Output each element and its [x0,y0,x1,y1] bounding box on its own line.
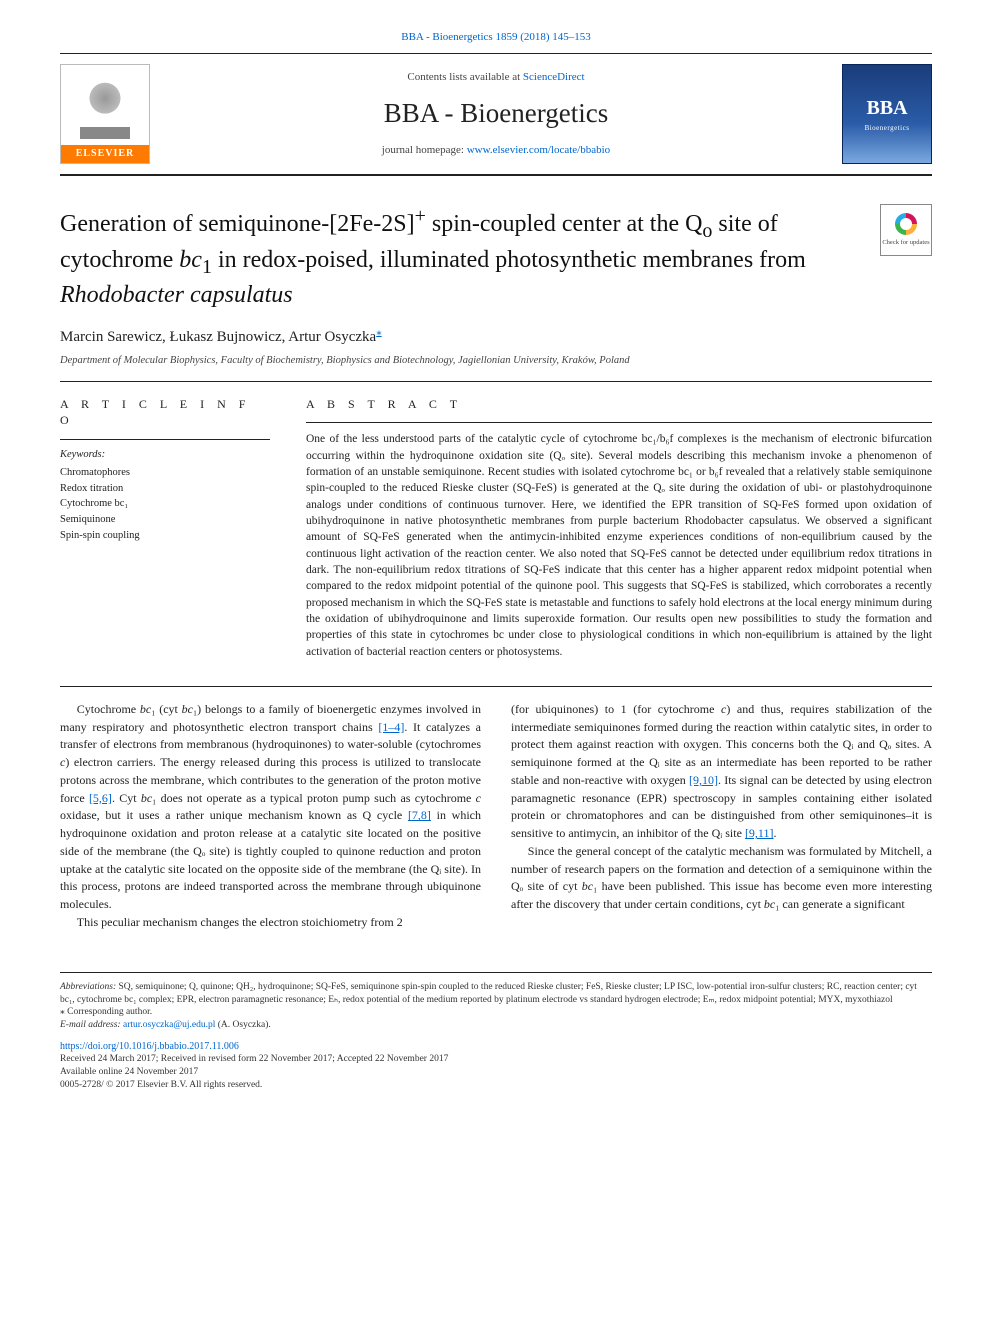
affiliation: Department of Molecular Biophysics, Facu… [60,354,932,369]
t: ₁ can generate a significant [775,897,904,911]
keyword-1: Redox titration [60,481,270,497]
contents-prefix: Contents lists available at [407,71,522,83]
keyword-0: Chromatophores [60,465,270,481]
t: in which hydroquinone oxidation and prot… [60,808,481,911]
title-sub1: o [702,220,712,242]
check-updates-badge[interactable]: Check for updates [880,204,932,256]
divider-mid [60,686,932,687]
info-row: A R T I C L E I N F O Keywords: Chromato… [60,396,932,660]
copyright: 0005-2728/ © 2017 Elsevier B.V. All righ… [60,1079,932,1092]
author-1: Marcin Sarewicz [60,329,162,345]
homepage-prefix: journal homepage: [382,144,467,156]
t: . Cyt [112,791,141,805]
email-suffix: (A. Osyczka). [215,1020,270,1030]
title-p2: spin-coupled center at the Q [426,211,703,237]
t: ₁ does not operate as a typical proton p… [152,791,476,805]
corresponding-note: ⁎ Corresponding author. [60,1006,932,1019]
body-p1: Cytochrome bc₁ (cyt bc₁) belongs to a fa… [60,701,481,914]
journal-reference: BBA - Bioenergetics 1859 (2018) 145–153 [60,30,932,45]
author-2: Łukasz Bujnowicz [170,329,282,345]
bba-label: BBA [866,94,907,122]
crossmark-icon [895,213,917,235]
t: c [476,791,481,805]
doi-link[interactable]: https://doi.org/10.1016/j.bbabio.2017.11… [60,1040,932,1054]
elsevier-logo: ELSEVIER [60,64,150,164]
title-p4: in redox-poised, illuminated photosynthe… [212,247,806,273]
article-title: Generation of semiquinone-[2Fe-2S]+ spin… [60,204,868,311]
header-band: ELSEVIER Contents lists available at Sci… [60,53,932,176]
footnotes: Abbreviations: SQ, semiquinone; Q, quino… [60,972,932,1092]
abstract-head: A B S T R A C T [306,396,932,413]
corresponding-mark[interactable]: ⁎ [376,326,382,338]
abbrev-text: SQ, semiquinone; Q, quinone; QH₂, hydroq… [60,982,917,1005]
email-line: E-mail address: artur.osyczka@uj.edu.pl … [60,1019,932,1032]
available-date: Available online 24 November 2017 [60,1066,932,1079]
body-columns: Cytochrome bc₁ (cyt bc₁) belongs to a fa… [60,701,932,932]
homepage-link[interactable]: www.elsevier.com/locate/bbabio [467,144,610,156]
homepage-line: journal homepage: www.elsevier.com/locat… [150,143,842,158]
info-divider [60,439,270,440]
title-row: Generation of semiquinone-[2Fe-2S]+ spin… [60,204,932,311]
abstract-col: A B S T R A C T One of the less understo… [306,396,932,660]
cite-7-8[interactable]: [7,8] [408,808,431,822]
body-p3: (for ubiquinones) to 1 (for cytochrome c… [511,701,932,843]
bba-cover-logo: BBA Bioenergetics [842,64,932,164]
title-p1: Generation of semiquinone-[2Fe-2S] [60,211,415,237]
cite-5-6[interactable]: [5,6] [89,791,112,805]
body-p4: Since the general concept of the catalyt… [511,843,932,914]
title-sup: + [415,205,426,227]
email-label: E-mail address: [60,1020,123,1030]
t: . [773,826,776,840]
t: bc [141,791,152,805]
journal-name: BBA - Bioenergetics [150,95,842,133]
abstract-divider [306,422,932,423]
divider-top [60,381,932,382]
keyword-2: Cytochrome bc₁ [60,496,270,512]
header-center: Contents lists available at ScienceDirec… [150,70,842,159]
authors: Marcin Sarewicz, Łukasz Bujnowicz, Artur… [60,325,932,348]
t: bc [182,702,193,716]
sciencedirect-link[interactable]: ScienceDirect [523,71,585,83]
title-ital1: bc [179,247,202,273]
keyword-3: Semiquinone [60,512,270,528]
email-link[interactable]: artur.osyczka@uj.edu.pl [123,1020,215,1030]
article-info-col: A R T I C L E I N F O Keywords: Chromato… [60,396,270,660]
elsevier-tree-icon [80,79,130,139]
t: ₁ (cyt [151,702,181,716]
t: Cytochrome [77,702,140,716]
cite-9-10[interactable]: [9,10] [689,773,718,787]
keywords-head: Keywords: [60,448,270,463]
check-updates-label: Check for updates [882,238,929,247]
t: oxidase, but it uses a rather unique mec… [60,808,408,822]
t: bc [764,897,775,911]
cite-9-11[interactable]: [9,11] [745,826,774,840]
contents-line: Contents lists available at ScienceDirec… [150,70,842,85]
elsevier-label: ELSEVIER [61,145,149,163]
title-ital2: Rhodobacter capsulatus [60,282,293,308]
body-p2: This peculiar mechanism changes the elec… [60,914,481,932]
t: bc [582,879,593,893]
t: (for ubiquinones) to 1 (for cytochrome [511,702,721,716]
author-3: Artur Osyczka [288,329,376,345]
bba-sublabel: Bioenergetics [865,124,910,134]
cite-1-4[interactable]: [1–4] [378,720,404,734]
article-info-head: A R T I C L E I N F O [60,396,270,430]
keyword-4: Spin-spin coupling [60,528,270,544]
abbreviations: Abbreviations: SQ, semiquinone; Q, quino… [60,981,932,1007]
abbrev-label: Abbreviations: [60,982,116,992]
t: bc [140,702,151,716]
received-dates: Received 24 March 2017; Received in revi… [60,1053,932,1066]
keywords-list: Chromatophores Redox titration Cytochrom… [60,465,270,544]
abstract-text: One of the less understood parts of the … [306,431,932,660]
title-sub2: 1 [202,256,212,278]
